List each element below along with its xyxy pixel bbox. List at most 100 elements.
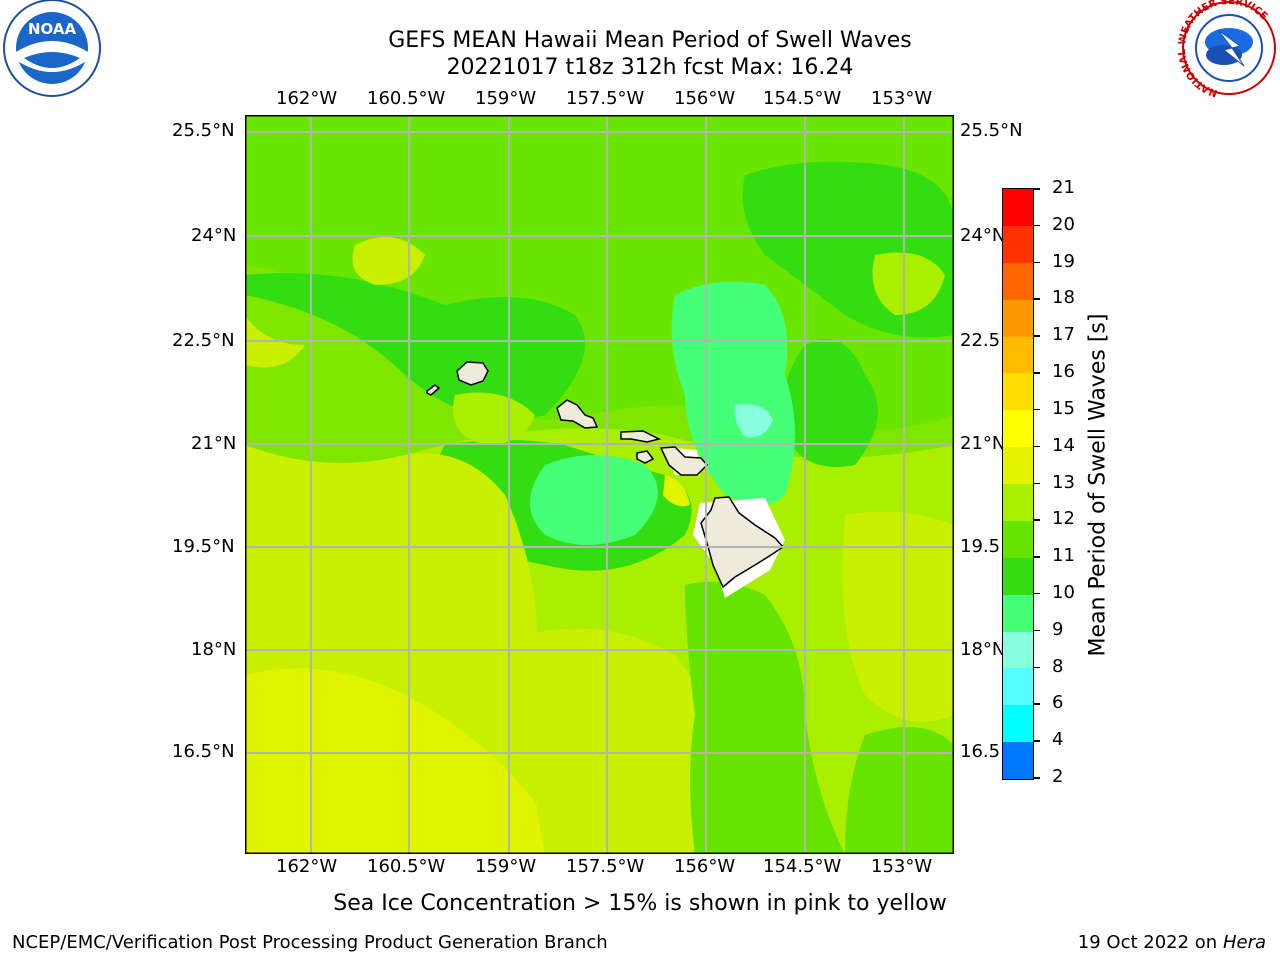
lat-label-right: 22.5 xyxy=(960,330,1001,351)
colorbar-tick-label: 16 xyxy=(1052,361,1075,383)
colorbar-tick-label: 17 xyxy=(1052,324,1075,346)
colorbar-tick-label: 11 xyxy=(1052,545,1075,567)
colorbar-tick-mark xyxy=(1034,703,1040,705)
colorbar-tick-label: 10 xyxy=(1052,581,1075,603)
colorbar-tick-label: 8 xyxy=(1052,655,1064,677)
lon-label-bottom: 154.5°W xyxy=(763,856,842,877)
colorbar-segment xyxy=(1003,447,1033,484)
lon-label-bottom: 157.5°W xyxy=(566,856,645,877)
lat-label-left: 25.5°N xyxy=(172,120,235,141)
run-host: Hera xyxy=(1222,932,1266,953)
nws-logo: NATIONAL WEATHER SERVICE xyxy=(1177,0,1280,100)
map-panel xyxy=(245,115,954,854)
colorbar-segment xyxy=(1003,631,1033,669)
colorbar-tick-label: 9 xyxy=(1052,618,1064,640)
colorbar-segment xyxy=(1003,520,1033,558)
colorbar-segment xyxy=(1003,557,1033,595)
colorbar-tick-mark xyxy=(1034,629,1040,632)
colorbar-tick-mark xyxy=(1034,592,1040,595)
lat-label-right: 21°N xyxy=(960,433,1006,454)
lat-label-left: 21°N xyxy=(191,433,237,454)
colorbar-tick-mark xyxy=(1034,261,1040,264)
colorbar-tick-label: 21 xyxy=(1052,177,1075,198)
colorbar-tick-label: 13 xyxy=(1052,471,1075,493)
lon-label-top: 154.5°W xyxy=(763,88,842,109)
chart-title-line1: GEFS MEAN Hawaii Mean Period of Swell Wa… xyxy=(388,28,912,53)
lat-label-right: 24°N xyxy=(960,225,1006,246)
lon-label-bottom: 159°W xyxy=(475,856,537,877)
colorbar-tick-mark xyxy=(1034,408,1040,411)
colorbar-segment xyxy=(1003,668,1033,706)
island-lanai xyxy=(636,450,655,464)
colorbar-segment xyxy=(1003,410,1033,448)
lon-label-bottom: 160.5°W xyxy=(367,856,446,877)
colorbar-segment xyxy=(1003,225,1033,263)
colorbar-tick-mark xyxy=(1034,519,1040,521)
lon-label-bottom: 162°W xyxy=(276,856,338,877)
colorbar-tick-mark xyxy=(1034,666,1040,669)
lat-label-left: 22.5°N xyxy=(172,330,235,351)
colorbar-tick-mark xyxy=(1034,482,1040,484)
run-date: 19 Oct 2022 on Hera xyxy=(1078,932,1266,953)
run-date-text: 19 Oct 2022 on xyxy=(1077,932,1218,953)
colorbar-segment xyxy=(1003,336,1033,374)
lat-label-left: 18°N xyxy=(191,639,237,660)
noaa-logo-text: NOAA xyxy=(28,20,77,38)
colorbar-tick-mark xyxy=(1034,224,1040,227)
colorbar-tick-label: 6 xyxy=(1052,692,1064,714)
colorbar-tick-mark xyxy=(1034,335,1040,337)
lon-label-top: 153°W xyxy=(871,88,933,109)
noaa-logo: NOAA xyxy=(0,0,104,100)
colorbar-segment xyxy=(1003,484,1033,521)
colorbar-tick-mark xyxy=(1034,777,1040,779)
colorbar-segment xyxy=(1003,262,1033,300)
lat-label-right: 25.5°N xyxy=(960,120,1023,141)
island-niihau xyxy=(426,384,441,396)
lon-label-bottom: 153°W xyxy=(871,856,933,877)
map-field xyxy=(245,115,954,854)
colorbar-segment xyxy=(1003,299,1033,337)
colorbar-tick-mark xyxy=(1034,740,1040,742)
colorbar-ticks: 21 20 19 18 17 16 15 14 13 12 11 10 9 8 6 4 2 xyxy=(1034,177,1096,787)
lat-label-right: 19.5 xyxy=(960,536,1001,557)
lat-label-right: 16.5 xyxy=(960,741,1001,762)
colorbar xyxy=(1002,188,1034,780)
chart-title-line2: 20221017 t18z 312h fcst Max: 16.24 xyxy=(446,55,854,80)
island-hawaii xyxy=(700,496,785,589)
colorbar-tick-label: 14 xyxy=(1052,434,1075,456)
colorbar-segment xyxy=(1003,705,1033,743)
lon-label-top: 157.5°W xyxy=(566,88,645,109)
colorbar-label: Mean Period of Swell Waves [s] xyxy=(1085,313,1111,657)
colorbar-tick-label: 15 xyxy=(1052,397,1075,419)
lon-label-top: 156°W xyxy=(674,88,736,109)
lon-label-bottom: 156°W xyxy=(674,856,736,877)
colorbar-tick-mark xyxy=(1034,445,1040,448)
colorbar-tick-label: 2 xyxy=(1052,766,1064,787)
lat-label-right: 18°N xyxy=(960,639,1006,660)
lat-label-left: 16.5°N xyxy=(172,741,235,762)
colorbar-tick-label: 12 xyxy=(1052,508,1075,530)
colorbar-segment xyxy=(1003,373,1033,411)
colorbar-segment xyxy=(1003,594,1033,632)
lon-label-top: 159°W xyxy=(475,88,537,109)
colorbar-tick-mark xyxy=(1034,372,1040,374)
island-molokai xyxy=(620,430,662,443)
lat-label-left: 24°N xyxy=(191,225,237,246)
lon-label-top: 160.5°W xyxy=(367,88,446,109)
colorbar-tick-label: 20 xyxy=(1052,213,1075,235)
island-oahu xyxy=(556,399,599,429)
lon-label-top: 162°W xyxy=(276,88,338,109)
colorbar-segment xyxy=(1003,742,1033,779)
island-kauai xyxy=(456,361,489,386)
colorbar-tick-mark xyxy=(1034,556,1040,558)
colorbar-tick-label: 19 xyxy=(1052,250,1075,272)
colorbar-tick-mark xyxy=(1034,298,1040,300)
colorbar-segment xyxy=(1003,189,1033,226)
graticule xyxy=(245,115,954,854)
sea-ice-note: Sea Ice Concentration > 15% is shown in … xyxy=(333,891,947,916)
credit-text: NCEP/EMC/Verification Post Processing Pr… xyxy=(12,932,608,953)
colorbar-tick-mark xyxy=(1034,188,1040,190)
colorbar-tick-label: 18 xyxy=(1052,287,1075,309)
colorbar-tick-label: 4 xyxy=(1052,729,1064,751)
lat-label-left: 19.5°N xyxy=(172,536,235,557)
